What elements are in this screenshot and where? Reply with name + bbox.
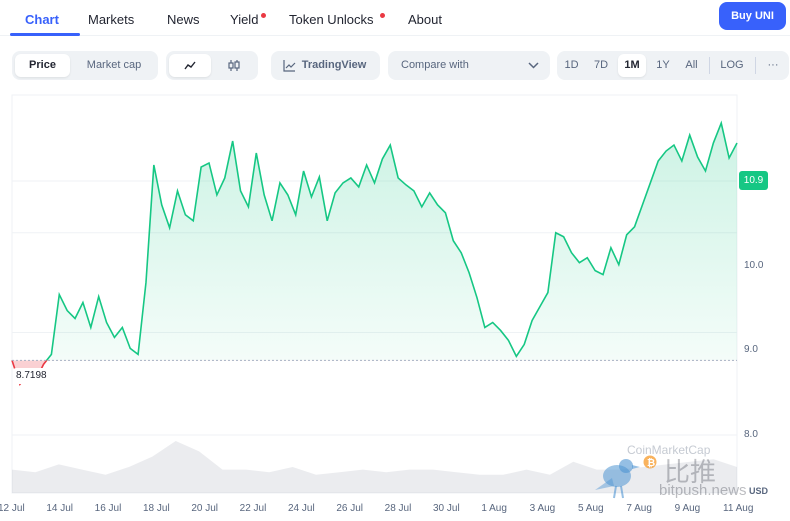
tab-yield[interactable]: Yield: [230, 12, 259, 27]
tab-about[interactable]: About: [408, 12, 442, 27]
x-tick-label: 22 Jul: [239, 503, 267, 514]
y-tick-label: 10.0: [744, 260, 764, 271]
line-chart-button[interactable]: [169, 54, 211, 77]
volume-area: [12, 441, 737, 493]
chevron-down-icon: [528, 62, 539, 69]
market-cap-toggle[interactable]: Market cap: [86, 59, 142, 71]
log-scale-toggle[interactable]: LOG: [720, 59, 744, 71]
y-tick-label: 8.0: [744, 429, 758, 440]
x-tick-label: 28 Jul: [384, 503, 412, 514]
metric-toggle: Price Market cap: [12, 51, 158, 80]
bitpush-cn-watermark: 比推: [664, 458, 717, 488]
price-toggle[interactable]: Price: [15, 54, 70, 77]
tradingview-chart-icon: [283, 60, 296, 72]
x-tick-label: 20 Jul: [191, 503, 219, 514]
x-tick-label: 26 Jul: [336, 503, 364, 514]
x-tick-label: 3 Aug: [529, 503, 556, 514]
x-tick-label: 1 Aug: [481, 503, 507, 514]
bitcoin-icon: ₿: [643, 455, 657, 469]
tradingview-label: TradingView: [301, 59, 367, 71]
chart-type-toggle: [166, 51, 258, 80]
candlestick-icon: [228, 60, 240, 71]
tab-chart[interactable]: Chart: [25, 12, 59, 27]
range-1m[interactable]: 1M: [618, 54, 646, 77]
more-options-button[interactable]: ···: [767, 59, 779, 71]
line-chart-icon: [184, 61, 196, 70]
x-tick-label: 16 Jul: [94, 503, 122, 514]
buy-button[interactable]: Buy UNI: [719, 2, 786, 30]
baseline-price-label: 8.7198: [13, 368, 50, 384]
range-divider: [709, 57, 710, 74]
yield-notification-dot: [261, 13, 266, 18]
more-divider: [755, 57, 756, 74]
bird-logo-watermark: [595, 459, 640, 499]
x-tick-label: 24 Jul: [288, 503, 315, 514]
svg-text:₿: ₿: [647, 457, 655, 469]
active-tab-indicator: [10, 33, 80, 36]
x-tick-label: 14 Jul: [46, 503, 74, 514]
tab-token-unlocks[interactable]: Token Unlocks: [289, 12, 374, 27]
tradingview-button[interactable]: TradingView: [271, 51, 380, 80]
price-area-up: [12, 123, 737, 361]
top-nav: Chart Markets News Yield Token Unlocks A…: [0, 0, 790, 36]
currency-label: USD: [749, 486, 769, 496]
current-price-badge: 10.9: [739, 171, 768, 190]
x-tick-label: 12 Jul: [0, 503, 25, 514]
range-1d[interactable]: 1D: [564, 59, 579, 71]
tab-markets[interactable]: Markets: [88, 12, 135, 27]
x-tick-label: 11 Aug: [723, 503, 754, 514]
candlestick-button[interactable]: [213, 54, 255, 77]
x-tick-label: 18 Jul: [143, 503, 170, 514]
range-1y[interactable]: 1Y: [656, 59, 670, 71]
x-tick-label: 7 Aug: [626, 503, 652, 514]
tab-news[interactable]: News: [167, 12, 200, 27]
price-line-up: [11, 120, 738, 361]
y-tick-label: 9.0: [744, 344, 758, 355]
time-range-selector: 1D 7D 1M 1Y All LOG ···: [557, 51, 789, 80]
coinmarketcap-watermark: CoinMarketCap: [627, 443, 711, 457]
compare-with-placeholder: Compare with: [401, 59, 469, 71]
range-7d[interactable]: 7D: [593, 59, 609, 71]
bitpush-domain-watermark: bitpush.news: [659, 482, 747, 499]
x-tick-label: 30 Jul: [433, 503, 460, 514]
x-tick-label: 5 Aug: [578, 503, 604, 514]
compare-with-dropdown[interactable]: Compare with: [388, 51, 550, 80]
x-tick-label: 9 Aug: [674, 503, 701, 514]
range-all[interactable]: All: [685, 59, 698, 71]
token-unlocks-notification-dot: [380, 13, 385, 18]
